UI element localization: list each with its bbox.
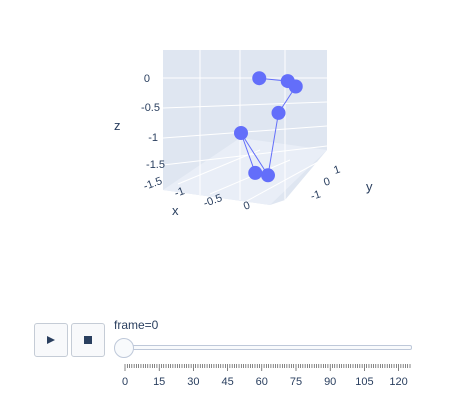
slider-tick-label: 75 [290, 376, 302, 388]
stop-icon [84, 336, 92, 344]
y-tick-label: 0 [322, 176, 332, 189]
play-button[interactable] [34, 323, 68, 357]
data-point[interactable] [261, 168, 275, 183]
animation-controls: frame=0 0 15 30 45 60 75 90 105 120 [34, 318, 434, 403]
slider-tick-label: 45 [221, 376, 233, 388]
z-axis: 0 -0.5 -1 -1.5 z [114, 73, 165, 171]
data-point[interactable] [288, 79, 303, 94]
slider-tick-label: 15 [153, 376, 165, 388]
slider-handle[interactable] [114, 338, 134, 358]
x-axis-title: x [172, 203, 179, 218]
y-axis: -1 0 1 y [309, 164, 373, 203]
data-point[interactable] [271, 105, 286, 120]
slider-tick-label: 0 [122, 376, 128, 388]
grid-lines [162, 50, 328, 203]
slider-tick-label: 60 [256, 376, 268, 388]
slider-ticks: 0 15 30 45 60 75 90 105 120 [122, 364, 411, 388]
slider-tick-label: 30 [187, 376, 199, 388]
slider-tick-label: 105 [355, 376, 373, 388]
x-tick-label: -1.5 [142, 175, 164, 193]
scene-3d[interactable]: 0 -0.5 -1 -1.5 z -1.5 -1 -0.5 0 x -1 0 1… [0, 0, 460, 300]
data-point[interactable] [252, 71, 267, 86]
slider-tick-label: 120 [389, 376, 407, 388]
z-tick-label: -1.5 [146, 159, 165, 171]
x-tick-label: -1 [173, 185, 186, 200]
z-axis-title: z [114, 118, 121, 133]
play-icon [47, 336, 55, 344]
stop-button[interactable] [71, 323, 105, 357]
floor-pane [163, 138, 327, 205]
y-axis-title: y [366, 179, 373, 194]
data-point[interactable] [248, 165, 263, 180]
y-tick-label: 1 [332, 164, 342, 177]
y-tick-label: -1 [309, 188, 322, 202]
slider-tick-label: 90 [324, 376, 336, 388]
z-tick-label: -0.5 [141, 102, 160, 114]
frame-label: frame=0 [114, 318, 159, 332]
x-tick-label: 0 [242, 199, 252, 212]
z-tick-label: 0 [144, 73, 150, 85]
trace-points [234, 71, 303, 183]
data-point[interactable] [234, 126, 248, 140]
z-tick-label: -1 [148, 132, 158, 144]
